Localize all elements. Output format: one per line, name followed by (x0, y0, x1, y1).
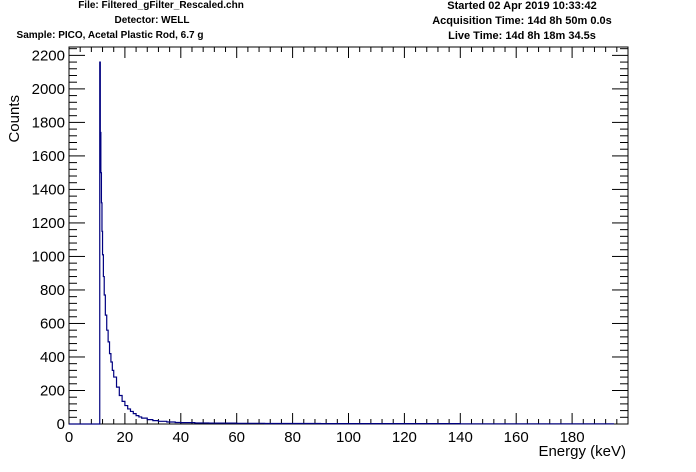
plot-frame (68, 46, 629, 425)
x-axis-label: Energy (keV) (538, 443, 626, 460)
started-label: Started 02 Apr 2019 10:33:42 (447, 0, 597, 12)
y-tick-label: 1800 (32, 114, 65, 131)
live-time-label: Live Time: 14d 8h 18m 34.5s (448, 30, 596, 42)
x-tick-label: 100 (336, 429, 361, 446)
x-tick-label: 180 (560, 429, 585, 446)
y-tick-label: 2000 (32, 81, 65, 98)
x-tick-label: 60 (228, 429, 245, 446)
y-tick-label: 400 (40, 349, 65, 366)
y-tick-label: 200 (40, 382, 65, 399)
x-tick-label: 20 (117, 429, 134, 446)
y-tick-label: 1000 (32, 248, 65, 265)
detector-label: Detector: WELL (114, 15, 190, 26)
x-tick-label: 40 (172, 429, 189, 446)
series-layer (69, 61, 615, 425)
axes (68, 46, 629, 425)
y-axis-label: Counts (6, 95, 23, 143)
y-tick-label: 1600 (32, 148, 65, 165)
acquisition-time-label: Acquisition Time: 14d 8h 50m 0.0s (432, 15, 612, 27)
ticks: 0 20 40 60 80 100 120 140 160 1800200400600800100… (32, 47, 628, 446)
sample-label: Sample: PICO, Acetal Plastic Rod, 6.7 g (16, 30, 204, 41)
y-tick-label: 1400 (32, 181, 65, 198)
x-tick-label: 160 (504, 429, 529, 446)
x-tick-label: 140 (448, 429, 473, 446)
y-tick-label: 1200 (32, 215, 65, 232)
y-tick-label: 600 (40, 315, 65, 332)
y-tick-label: 800 (40, 282, 65, 299)
x-tick-label: 120 (392, 429, 417, 446)
spectrum-series-line (69, 61, 615, 425)
x-tick-label: 80 (284, 429, 301, 446)
y-tick-label: 2200 (32, 47, 65, 64)
x-tick-label: 0 (65, 429, 73, 446)
y-tick-label: 0 (57, 416, 65, 433)
file-label: File: Filtered_gFilter_Rescaled.chn (78, 0, 244, 11)
